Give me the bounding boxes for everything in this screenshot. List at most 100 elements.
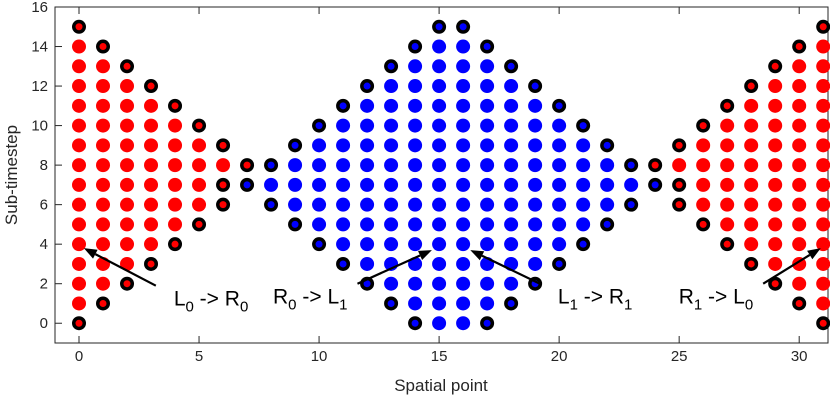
- point: [384, 237, 399, 252]
- annotation-subscript: 0: [186, 299, 194, 316]
- point: [720, 158, 735, 173]
- point: [72, 276, 87, 291]
- ring-point: [624, 197, 639, 212]
- annotation-text: R: [679, 286, 694, 309]
- point: [504, 237, 519, 252]
- ring-center: [483, 43, 491, 51]
- point: [144, 197, 159, 212]
- point: [72, 197, 87, 212]
- ring-point: [192, 217, 207, 232]
- point: [288, 177, 303, 192]
- point: [96, 217, 111, 232]
- ring-point: [504, 296, 519, 311]
- point: [744, 118, 759, 133]
- arrow-head: [83, 248, 98, 259]
- ring-center: [123, 280, 131, 288]
- ring-point: [648, 177, 663, 192]
- point: [336, 217, 351, 232]
- ring-center: [75, 319, 83, 327]
- point: [288, 158, 303, 173]
- point: [456, 138, 471, 153]
- ring-point: [192, 118, 207, 133]
- x-tick-label: 20: [551, 348, 568, 365]
- point: [72, 158, 87, 173]
- ring-point: [576, 237, 591, 252]
- point: [192, 138, 207, 153]
- point: [576, 197, 591, 212]
- ring-point: [480, 39, 495, 54]
- ring-center: [483, 319, 491, 327]
- annotation-subscript: 1: [570, 297, 578, 314]
- series: [240, 19, 663, 331]
- ring-point: [264, 158, 279, 173]
- x-tick-label: 0: [75, 348, 83, 365]
- point: [120, 158, 135, 173]
- point: [456, 79, 471, 94]
- point: [432, 39, 447, 54]
- point: [768, 138, 783, 153]
- annotation-label: R1 -> L0: [679, 286, 753, 314]
- ring-point: [672, 138, 687, 153]
- point: [816, 256, 830, 271]
- point: [528, 197, 543, 212]
- ring-point: [696, 118, 711, 133]
- ring-point: [72, 316, 87, 331]
- y-tick-label: 16: [31, 0, 48, 16]
- annotation-arrow: [762, 254, 811, 285]
- ring-center: [603, 141, 611, 149]
- ring-point: [264, 197, 279, 212]
- ring-center: [387, 299, 395, 307]
- point: [72, 59, 87, 74]
- ring-point: [648, 158, 663, 173]
- y-tick-label: 6: [40, 197, 48, 214]
- point: [792, 79, 807, 94]
- point: [192, 177, 207, 192]
- point: [768, 98, 783, 113]
- point: [552, 138, 567, 153]
- ring-center: [723, 102, 731, 110]
- ring-point: [816, 19, 830, 34]
- ring-point: [552, 98, 567, 113]
- point: [120, 138, 135, 153]
- point: [72, 217, 87, 232]
- point: [528, 158, 543, 173]
- point: [528, 138, 543, 153]
- arrow-head: [470, 250, 485, 261]
- ring-point: [336, 256, 351, 271]
- ring-point: [504, 59, 519, 74]
- ring-center: [627, 201, 635, 209]
- ring-point: [408, 316, 423, 331]
- ring-point: [240, 158, 255, 173]
- ring-point: [144, 256, 159, 271]
- point: [360, 256, 375, 271]
- point: [552, 177, 567, 192]
- point: [528, 98, 543, 113]
- point: [768, 177, 783, 192]
- point: [792, 177, 807, 192]
- point: [408, 59, 423, 74]
- x-tick-label: 10: [311, 348, 328, 365]
- point: [576, 138, 591, 153]
- point: [384, 79, 399, 94]
- y-tick-label: 12: [31, 78, 48, 95]
- point: [144, 98, 159, 113]
- annotation-arrow: [94, 253, 157, 287]
- point: [96, 118, 111, 133]
- point: [456, 316, 471, 331]
- ring-point: [432, 19, 447, 34]
- ring-center: [651, 181, 659, 189]
- ring-point: [168, 98, 183, 113]
- annotation-text: -> L: [702, 286, 745, 309]
- plot-area: [54, 6, 829, 344]
- point: [360, 177, 375, 192]
- ring-center: [699, 220, 707, 228]
- point: [384, 177, 399, 192]
- ring-point: [384, 59, 399, 74]
- y-tick-label: 2: [40, 276, 48, 293]
- point: [480, 276, 495, 291]
- ring-center: [651, 161, 659, 169]
- point: [168, 197, 183, 212]
- point: [312, 197, 327, 212]
- point: [696, 158, 711, 173]
